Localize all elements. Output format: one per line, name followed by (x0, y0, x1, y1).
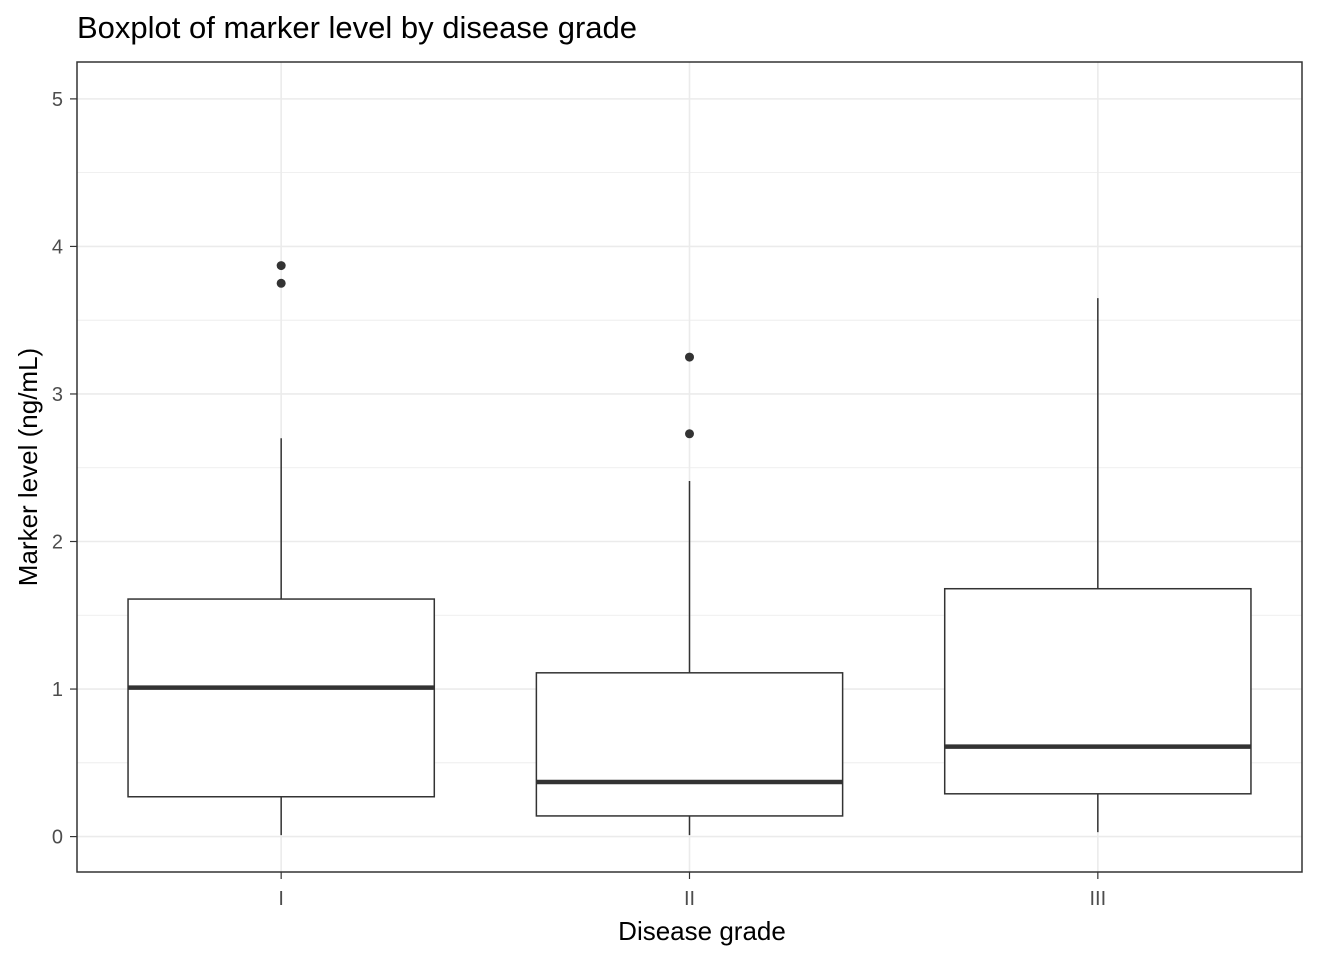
box-II (535, 352, 844, 836)
chart-title: Boxplot of marker level by disease grade (77, 10, 638, 45)
x-axis: I II III (278, 872, 1106, 910)
box-body (535, 672, 844, 817)
y-tick-label: 3 (52, 384, 63, 406)
boxes-layer (127, 261, 1252, 836)
outlier-point (276, 261, 286, 271)
box-I (127, 261, 436, 836)
x-tick-label: III (1089, 888, 1106, 910)
box-III (943, 298, 1252, 833)
x-tick-label: II (684, 888, 695, 910)
x-axis-title: Disease grade (618, 916, 786, 946)
y-tick-label: 2 (52, 532, 63, 554)
y-tick-label: 5 (52, 89, 63, 111)
y-tick-label: 0 (52, 827, 63, 849)
box-body (127, 598, 436, 798)
outlier-point (685, 429, 694, 439)
box-body (943, 587, 1252, 795)
y-tick-label: 4 (52, 236, 63, 258)
x-tick-label: I (278, 888, 284, 910)
y-axis: 0 1 2 3 4 5 (52, 89, 77, 849)
y-tick-label: 1 (52, 679, 63, 701)
outlier-point (685, 352, 694, 362)
outlier-point (276, 278, 286, 288)
y-axis-title: Marker level (ng/mL) (13, 348, 43, 586)
